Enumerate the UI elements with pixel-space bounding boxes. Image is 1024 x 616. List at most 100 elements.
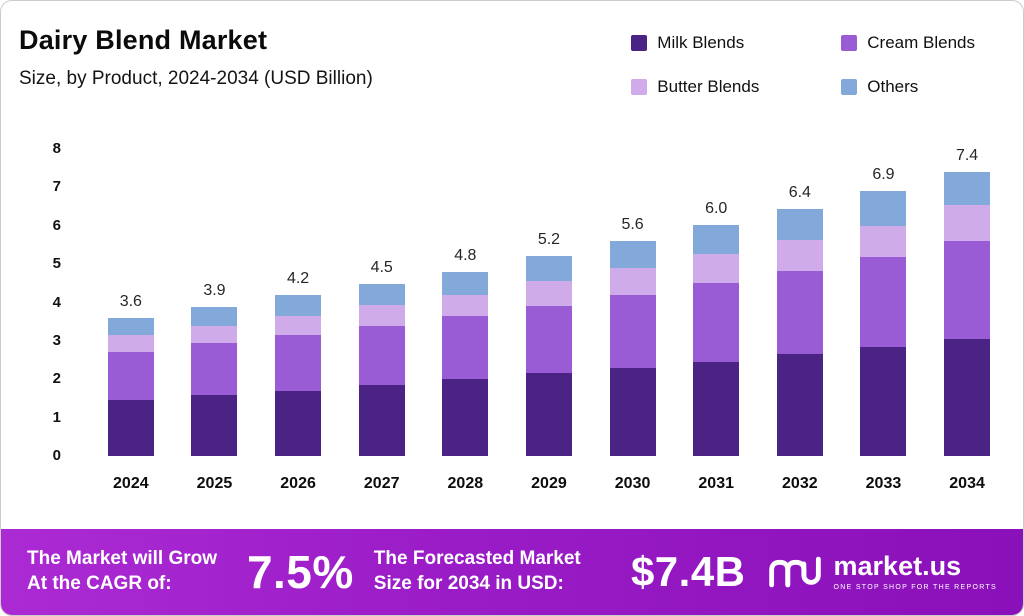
bar-segment	[525, 373, 572, 456]
bar-segment	[358, 284, 405, 305]
x-tick-label: 2026	[280, 475, 316, 492]
bar-stack	[525, 256, 572, 456]
legend-label: Cream Blends	[867, 33, 975, 52]
brand-text: market.us ONE STOP SHOP FOR THE REPORTS	[834, 553, 997, 592]
bar-segment	[358, 305, 405, 326]
bar-segment	[275, 316, 322, 335]
bar-group: 6.4	[758, 119, 842, 456]
bar-group: 6.0	[674, 119, 758, 456]
bar-stack	[107, 318, 154, 456]
bar-segment	[358, 326, 405, 385]
marketus-logo-icon	[768, 556, 821, 588]
legend-swatch-icon	[841, 79, 858, 95]
bar-total-label: 6.0	[705, 200, 728, 217]
marketus-logo: market.us ONE STOP SHOP FOR THE REPORTS	[766, 552, 997, 592]
x-tick-label: 2024	[113, 475, 149, 492]
bar-segment	[944, 241, 991, 339]
y-tick-label: 4	[52, 293, 61, 311]
bar-stack	[860, 191, 907, 456]
bar-segment	[191, 326, 238, 343]
bar-group: 7.4	[925, 119, 1009, 456]
y-axis: 0 1 2 3 4 5 6 7 8	[1, 119, 77, 523]
y-tick-label: 1	[52, 408, 61, 426]
cagr-value: 7.5%	[246, 546, 354, 598]
bar-total-label: 6.9	[872, 166, 895, 183]
bar-segment	[609, 295, 656, 368]
bar-segment	[860, 347, 907, 456]
footer-banner: The Market will Grow At the CAGR of: 7.5…	[1, 529, 1023, 615]
bar-group: 4.8	[424, 119, 508, 456]
bar-segment	[776, 354, 823, 456]
bar-segment	[693, 225, 740, 254]
title-block: Dairy Blend Market Size, by Product, 202…	[19, 25, 373, 90]
bar-segment	[525, 256, 572, 281]
bar-total-label: 7.4	[955, 147, 979, 164]
bar-total-label: 3.6	[119, 293, 142, 310]
bar-group: 3.9	[173, 119, 257, 456]
chart-subtitle: Size, by Product, 2024-2034 (USD Billion…	[19, 68, 373, 89]
bar-segment	[191, 343, 238, 395]
legend-item: Milk Blends	[631, 33, 841, 53]
bar-group: 5.6	[591, 119, 675, 456]
legend-swatch-icon	[631, 35, 648, 51]
bar-segment	[191, 307, 238, 326]
bar-stack	[693, 225, 740, 456]
bar-group: 4.5	[340, 119, 424, 456]
bar-segment	[944, 339, 991, 456]
x-tick-label: 2029	[531, 475, 567, 492]
bar-group: 6.9	[842, 119, 926, 456]
bar-segment	[776, 240, 823, 271]
y-tick-label: 8	[52, 140, 61, 157]
legend-item: Others	[841, 77, 975, 97]
bar-stack	[358, 284, 405, 456]
bar-segment	[693, 362, 740, 456]
bar-segment	[776, 271, 823, 354]
legend-label: Butter Blends	[657, 77, 760, 96]
bar-segment	[107, 400, 154, 456]
bar-segment	[860, 191, 907, 226]
bar-segment	[107, 318, 154, 335]
forecast-value: $7.4B	[630, 548, 746, 595]
bar-segment	[191, 395, 238, 456]
bar-segment	[442, 316, 489, 379]
bar-segment	[525, 306, 572, 373]
bar-segment	[442, 295, 489, 316]
bar-segment	[442, 272, 489, 295]
bar-stack	[275, 295, 322, 456]
x-tick-label: 2025	[196, 475, 233, 492]
bars: 3.6 3.9 4.2 4.5 4.8 5.2 5.6 6.0 6.4 6.9 7.4	[89, 119, 1009, 456]
bar-segment	[107, 352, 154, 400]
forecast-label: The Forecasted Market Size for 2034 in U…	[373, 548, 581, 594]
bar-segment	[525, 281, 572, 306]
cagr-label: The Market will Grow At the CAGR of:	[27, 548, 218, 594]
bar-segment	[776, 209, 823, 240]
bar-group: 4.2	[256, 119, 340, 456]
legend-label: Milk Blends	[657, 33, 745, 52]
bar-segment	[944, 205, 991, 241]
legend-item: Cream Blends	[841, 33, 975, 53]
x-tick-label: 2028	[447, 475, 484, 492]
bar-segment	[693, 254, 740, 283]
bar-group: 3.6	[89, 119, 173, 456]
legend-swatch-icon	[841, 35, 858, 51]
bar-total-label: 5.6	[621, 216, 644, 233]
bar-segment	[358, 385, 405, 456]
bar-total-label: 4.2	[286, 270, 310, 287]
bar-segment	[609, 268, 656, 295]
bar-segment	[860, 257, 907, 347]
bar-segment	[609, 368, 656, 456]
bar-total-label: 5.2	[537, 231, 561, 248]
chart-header: Dairy Blend Market Size, by Product, 202…	[1, 1, 1023, 119]
y-tick-label: 7	[52, 178, 61, 196]
x-tick-label: 2034	[949, 475, 985, 492]
chart-area: 0 1 2 3 4 5 6 7 8 3.6 3.9 4.2 4.5 4.8 5.2 5.6 6.0 6.4 6.9…	[1, 119, 1023, 523]
x-tick-label: 2027	[363, 475, 400, 492]
bar-segment	[693, 283, 740, 362]
bar-segment	[275, 391, 322, 456]
bar-group: 5.2	[507, 119, 591, 456]
bar-segment	[275, 295, 322, 316]
bar-total-label: 4.8	[454, 247, 477, 264]
chart-title: Dairy Blend Market	[19, 25, 268, 55]
bar-total-label: 3.9	[203, 282, 226, 299]
